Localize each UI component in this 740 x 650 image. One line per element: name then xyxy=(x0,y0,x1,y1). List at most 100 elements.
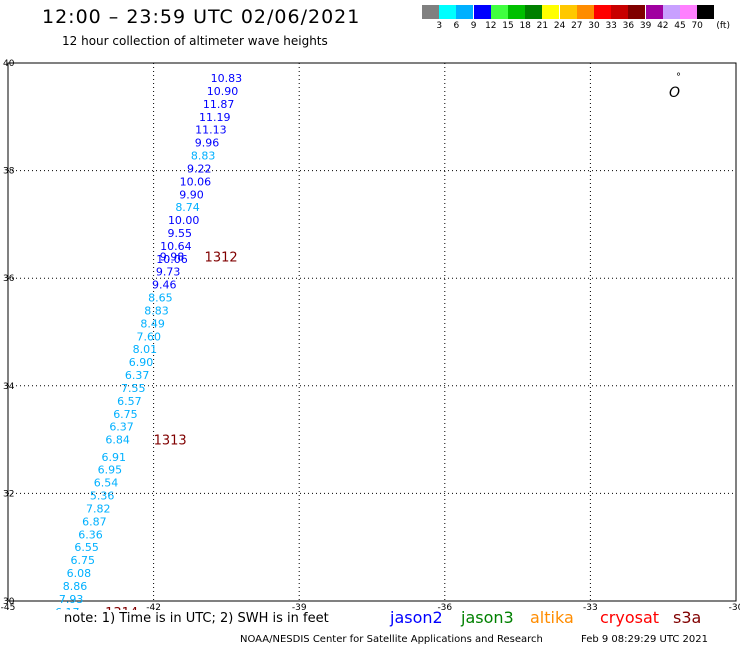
legend-tick-label: 6 xyxy=(453,21,460,31)
map-frame xyxy=(7,62,737,602)
wave-height-value: 8.01 xyxy=(133,343,158,356)
wave-height-value: 9.90 xyxy=(179,188,204,201)
wave-height-value: 8.86 xyxy=(63,580,88,593)
wave-height-value: 10.00 xyxy=(168,214,200,227)
legend-swatch xyxy=(697,5,715,19)
wave-height-value: 9.96 xyxy=(195,137,220,150)
legend-swatch xyxy=(525,5,543,19)
wave-height-value: 7.93 xyxy=(59,593,84,606)
wave-height-value: 6.54 xyxy=(94,477,119,490)
wave-height-value: 9.98 xyxy=(160,251,185,264)
wave-height-value: 6.08 xyxy=(67,567,92,580)
legend-tick-label: 15 xyxy=(502,21,514,31)
lat-tick-label: 36 xyxy=(3,274,15,284)
lon-tick-label: -42 xyxy=(146,603,161,610)
legend-cryosat: cryosat xyxy=(600,608,660,627)
lat-tick-label: 32 xyxy=(3,489,14,499)
wave-height-value: 6.55 xyxy=(74,541,99,554)
wave-height-value: 9.22 xyxy=(187,162,212,175)
wave-height-value: 11.19 xyxy=(199,111,231,124)
legend-tick-label: 70 xyxy=(691,21,703,31)
legend-tick-label: 30 xyxy=(588,21,600,31)
legend-swatch xyxy=(542,5,560,19)
wave-height-value: 7.55 xyxy=(121,382,146,395)
legend-jason3: jason3 xyxy=(461,608,514,627)
wave-height-value: 5.36 xyxy=(90,490,115,503)
legend-tick-label: 33 xyxy=(605,21,617,31)
wave-height-value: 6.36 xyxy=(78,528,103,541)
map-title: 12:00 – 23:59 UTC 02/06/2021 xyxy=(42,6,361,28)
legend-swatch xyxy=(473,5,491,19)
legend-tick-label: 9 xyxy=(470,21,477,31)
wave-height-value: 9.73 xyxy=(156,266,181,279)
legend-swatch xyxy=(490,5,508,19)
color-legend: 3 6 9 12 15 18 21 24 27 30 33 36 39 42 45 70 (ft) xyxy=(0,0,740,40)
wave-height-value: 6.57 xyxy=(117,395,142,408)
legend-tick-label: 42 xyxy=(657,21,669,31)
wave-height-value: 11.13 xyxy=(195,124,227,137)
wave-height-value: 6.87 xyxy=(82,515,107,528)
wave-height-value: 10.64 xyxy=(160,240,192,253)
wave-height-value: 6.91 xyxy=(102,451,127,464)
map-subtitle: 12 hour collection of altimeter wave hei… xyxy=(62,34,328,48)
lat-tick-label: 38 xyxy=(3,167,15,177)
legend-swatch xyxy=(576,5,594,19)
wave-height-value: 7.82 xyxy=(86,502,111,515)
wave-height-map: -45-42-39-36-33-30303234363840°O10.8310.… xyxy=(1,59,740,610)
legend-tick-label: 3 xyxy=(436,21,443,31)
wave-height-value: 6.90 xyxy=(129,356,154,369)
lat-tick-label: 30 xyxy=(3,597,15,607)
wave-height-value: 8.83 xyxy=(191,150,216,163)
legend-swatch xyxy=(662,5,680,19)
legend-tick-label: 24 xyxy=(553,21,566,31)
legend-swatch xyxy=(559,5,577,19)
legend-s3a: s3a xyxy=(673,608,702,627)
lon-tick-label: -33 xyxy=(583,603,598,610)
pass-time-label: 1314 xyxy=(105,606,138,610)
legend-tick-label: 12 xyxy=(485,21,497,31)
wave-height-value: 8.65 xyxy=(148,292,173,305)
legend-swatch xyxy=(594,5,611,19)
wave-height-value: 10.90 xyxy=(207,85,239,98)
wave-height-value: 6.37 xyxy=(125,369,150,382)
wave-height-value: 6.75 xyxy=(70,554,95,567)
wave-height-value: 8.49 xyxy=(140,317,165,330)
lat-tick-label: 34 xyxy=(3,382,15,392)
wave-height-value: 6.17 xyxy=(55,606,80,610)
wave-height-value: 10.06 xyxy=(180,175,212,188)
legend-tick-label: 36 xyxy=(622,21,635,31)
island-marker: O xyxy=(669,85,680,101)
wave-height-value: 6.75 xyxy=(113,408,138,421)
wave-height-value: 7.60 xyxy=(136,330,161,343)
lon-tick-label: -45 xyxy=(1,603,16,610)
credit-line: NOAA/NESDIS Center for Satellite Applica… xyxy=(240,634,543,645)
wave-height-value: 6.95 xyxy=(98,464,123,477)
legend-tick-label: 45 xyxy=(674,21,686,31)
legend-tick-label: 21 xyxy=(536,21,549,31)
legend-swatch xyxy=(508,5,525,19)
wave-height-value: 9.46 xyxy=(152,279,177,292)
legend-swatch xyxy=(645,5,663,19)
pass-time-label: 1313 xyxy=(154,434,187,449)
wave-height-value: 8.74 xyxy=(175,201,200,214)
wave-height-value: 10.06 xyxy=(156,253,188,266)
island-marker-small: ° xyxy=(676,72,681,83)
wave-height-value: 11.87 xyxy=(203,98,235,111)
wave-height-value: 9.55 xyxy=(168,227,193,240)
legend-swatch xyxy=(628,5,646,19)
legend-tick-label: 27 xyxy=(571,21,583,31)
legend-jason2: jason2 xyxy=(390,608,443,627)
generated-time: Feb 9 08:29:29 UTC 2021 xyxy=(581,634,708,645)
legend-swatch xyxy=(611,5,629,19)
legend-tick-label: 18 xyxy=(519,21,531,31)
legend-swatch xyxy=(680,5,697,19)
legend-unit: (ft) xyxy=(716,21,730,31)
legend-swatch xyxy=(422,5,439,19)
lon-tick-label: -36 xyxy=(437,603,452,610)
lon-tick-label: -39 xyxy=(292,603,307,610)
legend-altika: altika xyxy=(530,608,574,627)
legend-swatch xyxy=(456,5,474,19)
legend-tick-label: 39 xyxy=(639,21,652,31)
pass-time-label: 1312 xyxy=(205,251,238,266)
wave-height-value: 6.37 xyxy=(109,421,134,434)
